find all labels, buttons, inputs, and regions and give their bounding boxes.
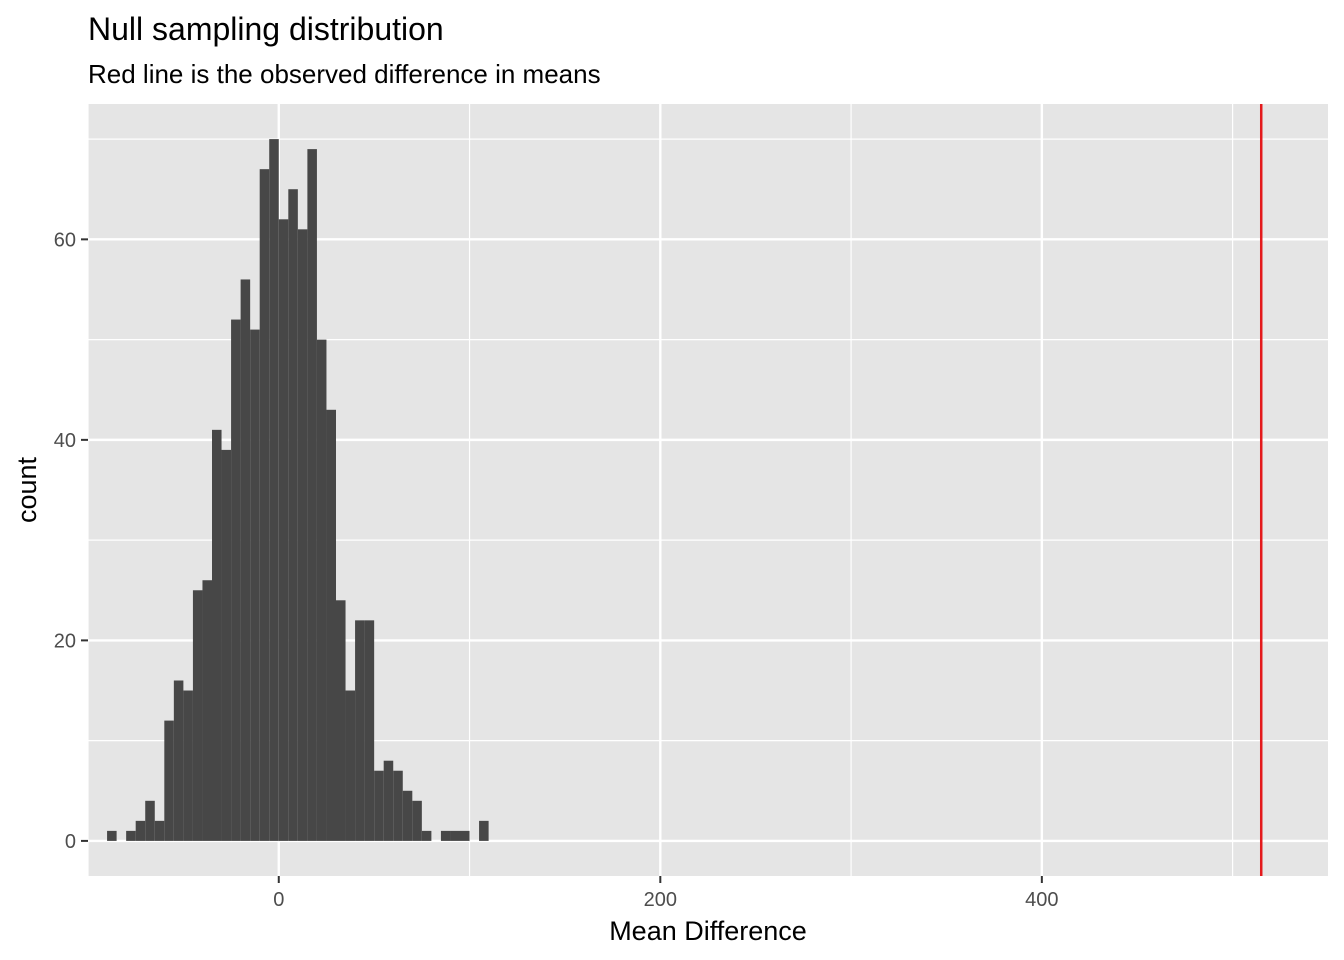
histogram-bar (135, 820, 146, 841)
histogram-bar (173, 680, 184, 841)
histogram-bar (402, 790, 413, 841)
histogram-bar (440, 830, 451, 841)
y-axis-title: count (12, 456, 42, 523)
chart-title: Null sampling distribution (88, 11, 444, 47)
x-tick-label: 200 (644, 889, 677, 911)
x-tick-label: 400 (1025, 889, 1058, 911)
x-tick-label: 0 (273, 889, 284, 911)
x-axis-title: Mean Difference (609, 916, 807, 946)
histogram-bar (336, 600, 346, 841)
histogram-bar (297, 229, 308, 841)
histogram-bar (183, 690, 193, 841)
histogram-bar (355, 620, 365, 841)
histogram-bar (250, 329, 260, 841)
histogram-bar (240, 279, 251, 841)
histogram-bar (383, 760, 394, 841)
histogram-bar (326, 409, 336, 841)
histogram-bar (393, 770, 403, 841)
histogram-bar (364, 620, 375, 841)
histogram-bar (192, 590, 203, 841)
histogram-bar (479, 820, 489, 841)
histogram-bar (460, 830, 470, 841)
histogram-bar (107, 830, 117, 841)
y-tick-label: 20 (54, 630, 76, 652)
histogram-bar (221, 449, 232, 841)
histogram-bar (126, 830, 136, 841)
histogram-bar (450, 830, 460, 841)
y-tick-label: 0 (65, 831, 76, 853)
histogram-bar (164, 720, 174, 841)
histogram-bar (269, 139, 279, 841)
histogram-bar (231, 319, 241, 841)
histogram-bar (374, 770, 384, 841)
histogram-bar (259, 169, 270, 841)
histogram-bar (307, 149, 317, 841)
y-axis: 0 20 40 60 (54, 229, 88, 853)
y-tick-label: 60 (54, 229, 76, 251)
histogram-bar (202, 580, 212, 841)
histogram-bar (345, 690, 356, 841)
histogram-bar (412, 800, 422, 841)
histogram-bar (154, 820, 165, 841)
histogram-bars (107, 139, 489, 841)
histogram-bar (421, 830, 432, 841)
histogram-bar (212, 429, 222, 841)
histogram-bar (145, 800, 155, 841)
y-tick-label: 40 (54, 430, 76, 452)
histogram-bar (316, 339, 327, 841)
histogram-bar (278, 219, 289, 841)
chart-subtitle: Red line is the observed difference in m… (88, 59, 601, 89)
x-axis: 0 200 400 (273, 876, 1059, 911)
histogram-bar (288, 189, 298, 841)
